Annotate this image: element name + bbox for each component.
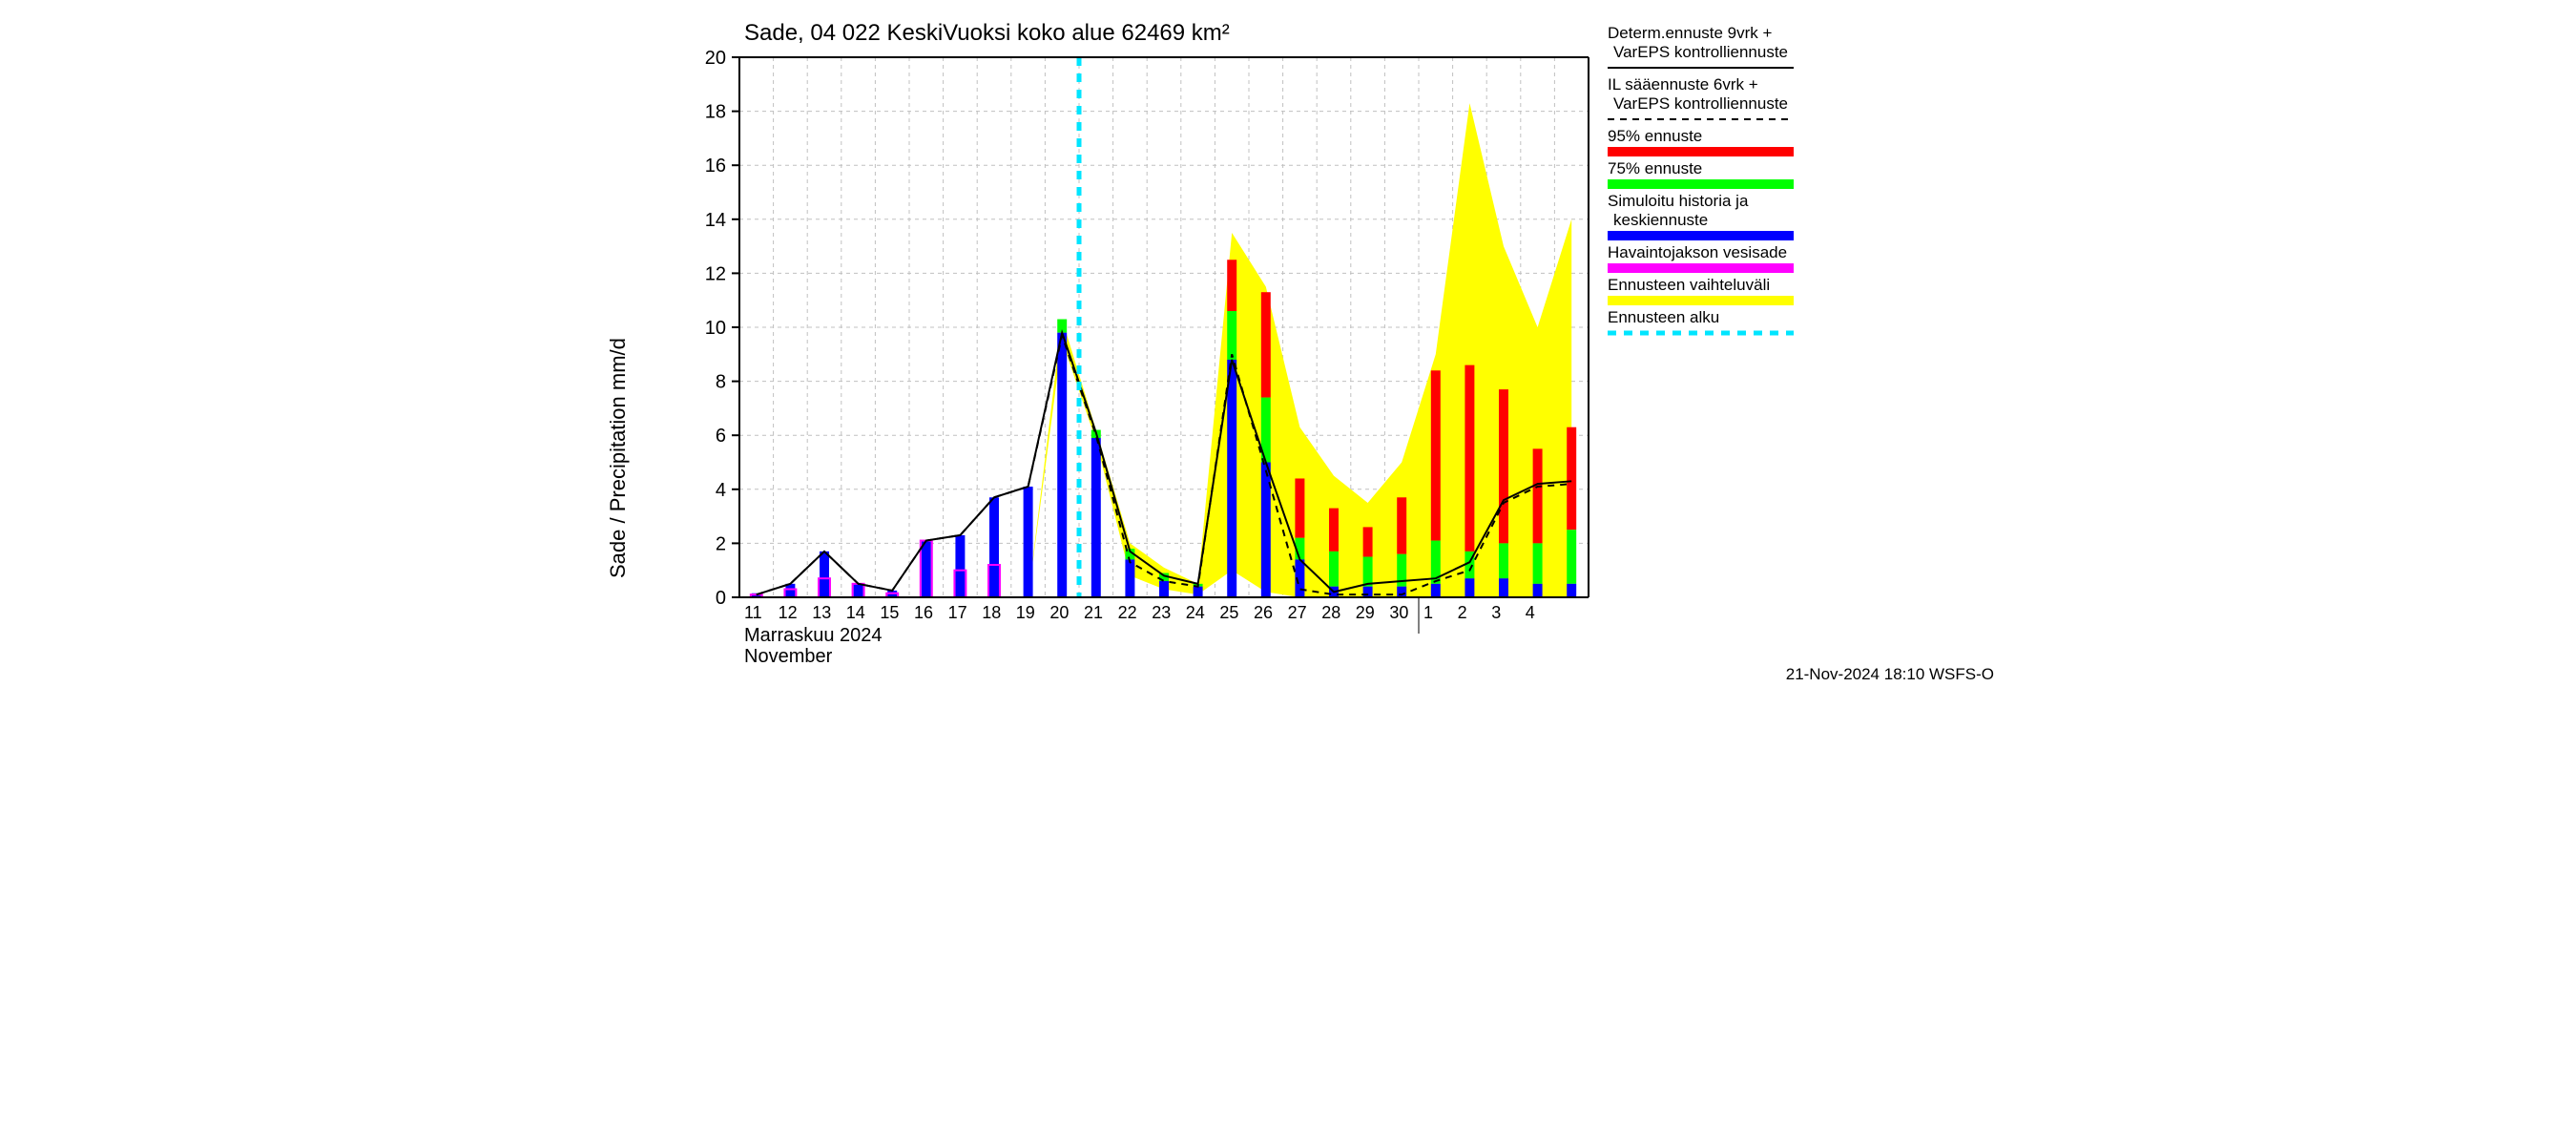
legend-label: Havaintojakson vesisade [1608,243,1787,261]
x-tick-label: 18 [982,603,1001,622]
precipitation-chart: 0246810121416182011121314151617181920212… [572,0,2004,687]
y-tick-label: 20 [705,48,726,69]
x-tick-label: 23 [1152,603,1171,622]
x-tick-label: 28 [1321,603,1340,622]
month-label-en: November [744,646,833,667]
x-tick-label: 19 [1016,603,1035,622]
legend-label: Ennusteen vaihteluväli [1608,276,1770,294]
legend-label: 75% ennuste [1608,159,1702,177]
legend-label: VarEPS kontrolliennuste [1613,94,1788,113]
x-tick-label: 12 [779,603,798,622]
x-tick-label: 27 [1288,603,1307,622]
x-tick-label: 22 [1118,603,1137,622]
chart-title: Sade, 04 022 KeskiVuoksi koko alue 62469… [744,20,1230,46]
legend-swatch [1608,179,1794,189]
legend-label: keskiennuste [1613,211,1708,229]
y-tick-label: 16 [705,156,726,177]
x-tick-label: 11 [744,603,762,622]
legend-label: 95% ennuste [1608,127,1702,145]
legend-label: VarEPS kontrolliennuste [1613,43,1788,61]
legend-label: IL sääennuste 6vrk + [1608,75,1758,94]
x-tick-label: 20 [1049,603,1069,622]
legend-swatch [1608,296,1794,305]
legend-swatch [1608,147,1794,156]
x-tick-label: 16 [914,603,933,622]
y-axis-label: Sade / Precipitation mm/d [606,338,630,578]
y-tick-label: 2 [716,533,726,554]
month-label-fi: Marraskuu 2024 [744,625,883,646]
x-tick-label: 29 [1356,603,1375,622]
legend-swatch [1608,263,1794,273]
x-tick-label: 26 [1254,603,1273,622]
y-tick-label: 4 [716,480,726,501]
x-tick-label: 13 [812,603,831,622]
y-tick-label: 10 [705,318,726,339]
x-tick-label: 15 [880,603,899,622]
x-tick-label: 2 [1458,603,1467,622]
y-tick-label: 14 [705,210,726,231]
legend-label: Ennusteen alku [1608,308,1719,326]
y-tick-label: 18 [705,102,726,123]
x-tick-label: 17 [948,603,967,622]
legend-label: Simuloitu historia ja [1608,192,1749,210]
y-tick-label: 12 [705,263,726,284]
legend-label: Determ.ennuste 9vrk + [1608,24,1773,42]
x-tick-label: 25 [1219,603,1238,622]
x-tick-label: 21 [1084,603,1103,622]
y-tick-label: 0 [716,588,726,609]
chart-footer: 21-Nov-2024 18:10 WSFS-O [1786,665,1994,683]
legend-swatch [1608,231,1794,240]
x-tick-label: 4 [1526,603,1535,622]
x-tick-label: 3 [1491,603,1501,622]
y-tick-label: 8 [716,372,726,393]
y-tick-label: 6 [716,426,726,447]
x-tick-label: 30 [1389,603,1408,622]
x-tick-label: 24 [1186,603,1205,622]
x-tick-label: 1 [1423,603,1433,622]
x-tick-label: 14 [846,603,865,622]
